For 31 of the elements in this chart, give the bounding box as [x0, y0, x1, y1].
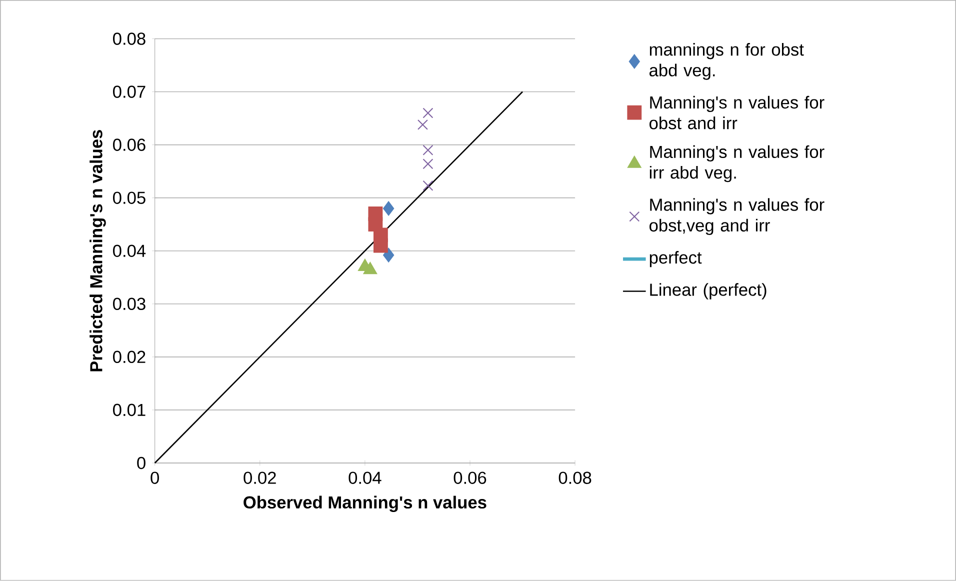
x-tick-label: 0.02 — [244, 472, 276, 484]
point — [373, 238, 388, 253]
legend-label: Manning's n values for irr abd veg. — [650, 145, 824, 182]
y-tick-label: 0.03 — [113, 298, 146, 310]
x-axis-title: Observed Manning's n values — [244, 496, 486, 512]
y-tick-label: 0.05 — [113, 192, 146, 204]
x-tick-label: 0.08 — [558, 472, 592, 484]
y-axis-title: Predicted Manning's n values — [90, 130, 106, 372]
x-tick-label: 0.04 — [348, 472, 382, 484]
y-tick-label: 0.01 — [113, 404, 146, 416]
legend-label: Manning's n values for obst and irr — [650, 96, 824, 130]
point — [422, 108, 434, 118]
point — [383, 248, 394, 262]
x-tick-label: 0.06 — [454, 472, 486, 484]
y-tick-label: 0.02 — [113, 350, 146, 364]
point — [422, 144, 434, 156]
point — [363, 262, 378, 274]
point — [422, 158, 434, 170]
legend-label: Manning's n values for obst,veg and irr — [650, 198, 824, 236]
y-tick-label: 0.08 — [113, 32, 146, 45]
legend-label: Linear (perfect) — [650, 283, 766, 300]
x-tick-label: 0 — [150, 472, 159, 484]
y-tick-label: 0 — [137, 456, 146, 470]
y-tick-label: 0.06 — [113, 138, 146, 152]
point — [383, 201, 394, 216]
legend-label: mannings n for obst abd veg. — [650, 43, 804, 80]
legend-label: perfect — [650, 251, 702, 268]
point — [422, 180, 434, 191]
point — [417, 120, 428, 130]
y-tick-label: 0.07 — [113, 86, 146, 98]
y-tick-label: 0.04 — [113, 244, 146, 258]
